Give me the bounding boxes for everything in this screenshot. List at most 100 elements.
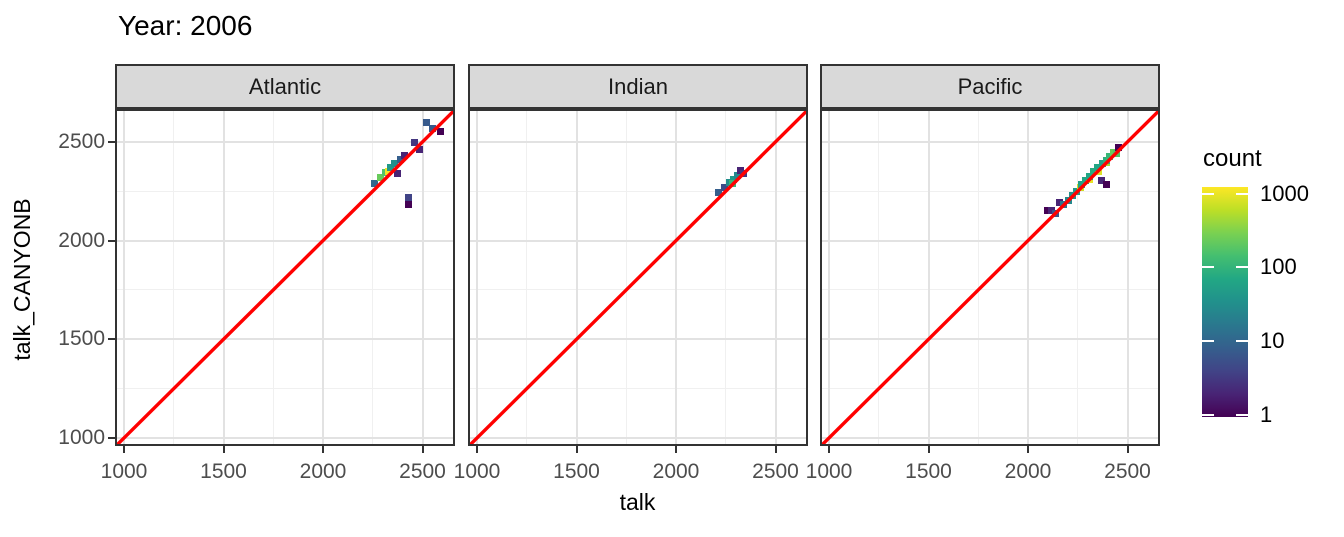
- facet-strip-label: Indian: [608, 73, 668, 99]
- legend-tick-right: [1236, 266, 1248, 269]
- facet-strip: Indian: [468, 64, 808, 109]
- bin2d-cell: [1106, 152, 1114, 160]
- x-tick-label: 1000: [100, 460, 148, 483]
- gridline-major-v: [1027, 111, 1029, 444]
- facet-panel-atlantic: [115, 109, 455, 446]
- bin2d-cell: [1115, 144, 1123, 152]
- gridline-major-v: [927, 111, 930, 444]
- legend-tick-label: 100: [1260, 254, 1297, 280]
- bin2d-cell: [1077, 180, 1085, 188]
- gridline-minor-h: [117, 388, 453, 390]
- gridline-minor-v: [625, 111, 627, 444]
- gridline-minor-h: [470, 190, 806, 192]
- bin2d-cell: [1081, 176, 1089, 184]
- gridline-major-v: [476, 111, 478, 444]
- gridline-minor-h: [822, 388, 1158, 390]
- bin2d-cell: [436, 127, 444, 135]
- gridline-major-v: [123, 111, 125, 444]
- bin2d-cell: [730, 175, 738, 183]
- x-tick-label: 2500: [399, 460, 446, 483]
- x-tick-label: 1000: [805, 460, 853, 483]
- bin2d-cell: [422, 119, 430, 127]
- gridline-major-h: [470, 338, 806, 341]
- bin2d-cell: [715, 188, 723, 196]
- bin2d-cell: [377, 173, 385, 181]
- gridline-minor-v: [173, 111, 175, 444]
- gridline-minor-h: [822, 190, 1158, 192]
- legend-tick-left: [1202, 266, 1214, 269]
- x-tick-label: 2000: [299, 460, 347, 483]
- x-tick-label: 2500: [752, 460, 799, 483]
- x-tick-label: 1500: [200, 460, 247, 483]
- gridline-major-v: [575, 111, 578, 444]
- gridline-major-h: [117, 338, 453, 341]
- gridline-major-h: [117, 140, 453, 143]
- legend-tick-left: [1202, 192, 1214, 195]
- x-tick-mark: [421, 446, 424, 453]
- gridline-minor-v: [878, 111, 880, 444]
- bin2d-cell: [1102, 180, 1110, 188]
- bin2d-cell: [401, 151, 409, 159]
- x-axis-title: talk: [619, 489, 656, 515]
- facet-panel-indian: [468, 109, 808, 446]
- legend-colorbar: [1202, 187, 1248, 417]
- gridline-minor-v: [272, 111, 274, 444]
- bin2d-cell: [416, 145, 424, 153]
- gridline-major-h: [117, 239, 453, 242]
- gridline-major-v: [774, 111, 777, 444]
- gridline-major-v: [675, 111, 677, 444]
- x-tick-mark: [774, 446, 777, 453]
- gridline-major-v: [1126, 111, 1129, 444]
- y-tick-label: 1000: [58, 426, 105, 449]
- bin2d-cell: [405, 193, 413, 201]
- gridline-major-v: [322, 111, 324, 444]
- gridline-minor-v: [526, 111, 528, 444]
- y-tick-mark: [108, 338, 115, 341]
- y-tick-label: 1500: [58, 327, 105, 351]
- bin2d-cell: [394, 169, 402, 177]
- bin2d-cell: [411, 138, 419, 146]
- gridline-major-h: [822, 338, 1158, 341]
- gridline-major-v: [222, 111, 225, 444]
- facet-panel-pacific: [820, 109, 1160, 446]
- facet-strip-label: Atlantic: [248, 73, 322, 99]
- legend-title: count: [1203, 145, 1262, 172]
- x-tick-mark: [476, 446, 478, 453]
- bin2d-cell: [391, 160, 399, 168]
- legend-tick-right: [1236, 340, 1248, 343]
- gridline-major-h: [822, 239, 1158, 242]
- identity-line: [470, 111, 806, 444]
- x-tick-mark: [322, 446, 324, 453]
- gridline-minor-v: [725, 111, 727, 444]
- legend-tick-right: [1236, 192, 1248, 195]
- x-tick-label: 1500: [553, 460, 600, 483]
- bin2d-cell: [1094, 164, 1102, 172]
- facet-strip: Pacific: [820, 64, 1160, 109]
- x-tick-label: 1000: [453, 460, 501, 483]
- gridline-major-h: [822, 437, 1158, 439]
- y-axis-title: talk_CANYONB: [9, 198, 35, 361]
- bin2d-cell: [387, 164, 395, 172]
- bin2d-cell: [1044, 206, 1052, 214]
- gridline-major-v: [828, 111, 830, 444]
- gridline-minor-h: [470, 388, 806, 390]
- bin2d-cell: [734, 171, 742, 179]
- gridline-major-h: [470, 140, 806, 143]
- gridline-major-h: [822, 140, 1158, 143]
- identity-line: [822, 111, 1158, 444]
- gridline-minor-v: [372, 111, 374, 444]
- y-tick-mark: [108, 239, 115, 242]
- bin2d-cell: [721, 183, 729, 191]
- legend-tick-label: 10: [1260, 328, 1285, 354]
- gridline-minor-h: [117, 190, 453, 192]
- x-tick-mark: [123, 446, 125, 453]
- x-tick-label: 2500: [1104, 460, 1151, 483]
- x-tick-mark: [927, 446, 930, 453]
- bin2d-cell: [1098, 160, 1106, 168]
- x-tick-mark: [575, 446, 578, 453]
- gridline-major-h: [470, 437, 806, 439]
- gridline-minor-h: [822, 289, 1158, 291]
- bin2d-cell: [1048, 207, 1056, 215]
- bin2d-cell: [428, 124, 436, 132]
